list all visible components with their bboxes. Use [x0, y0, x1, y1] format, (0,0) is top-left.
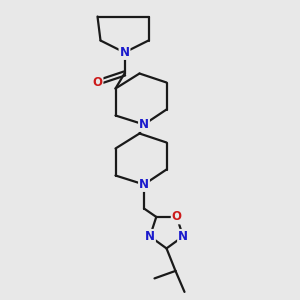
Text: O: O — [172, 210, 182, 224]
Text: O: O — [92, 76, 103, 89]
Text: N: N — [139, 118, 149, 131]
Text: N: N — [145, 230, 155, 243]
Text: N: N — [139, 178, 149, 191]
Text: N: N — [178, 230, 188, 243]
Text: N: N — [119, 46, 130, 59]
